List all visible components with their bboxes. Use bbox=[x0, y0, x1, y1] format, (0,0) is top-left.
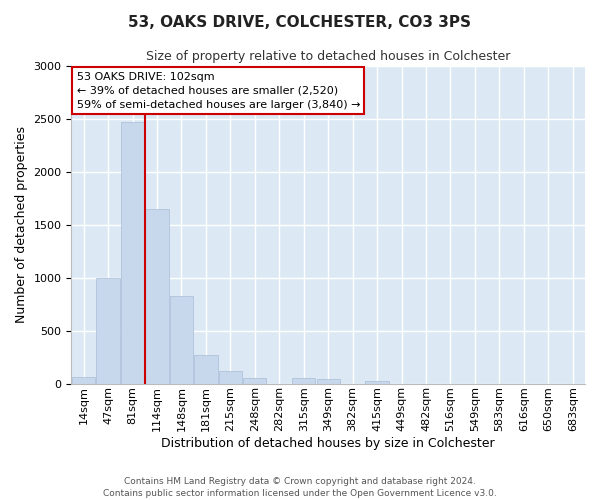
Bar bbox=[243, 378, 266, 384]
Text: 53 OAKS DRIVE: 102sqm
← 39% of detached houses are smaller (2,520)
59% of semi-d: 53 OAKS DRIVE: 102sqm ← 39% of detached … bbox=[77, 72, 360, 110]
Bar bbox=[121, 122, 144, 384]
Bar bbox=[219, 371, 242, 384]
Title: Size of property relative to detached houses in Colchester: Size of property relative to detached ho… bbox=[146, 50, 511, 63]
Bar bbox=[97, 278, 120, 384]
Bar bbox=[72, 377, 95, 384]
Bar bbox=[292, 378, 316, 384]
Bar bbox=[365, 382, 389, 384]
Y-axis label: Number of detached properties: Number of detached properties bbox=[15, 126, 28, 323]
Bar bbox=[317, 380, 340, 384]
Text: Contains HM Land Registry data © Crown copyright and database right 2024.
Contai: Contains HM Land Registry data © Crown c… bbox=[103, 476, 497, 498]
X-axis label: Distribution of detached houses by size in Colchester: Distribution of detached houses by size … bbox=[161, 437, 495, 450]
Bar bbox=[194, 355, 218, 384]
Bar bbox=[170, 296, 193, 384]
Text: 53, OAKS DRIVE, COLCHESTER, CO3 3PS: 53, OAKS DRIVE, COLCHESTER, CO3 3PS bbox=[128, 15, 472, 30]
Bar bbox=[145, 208, 169, 384]
